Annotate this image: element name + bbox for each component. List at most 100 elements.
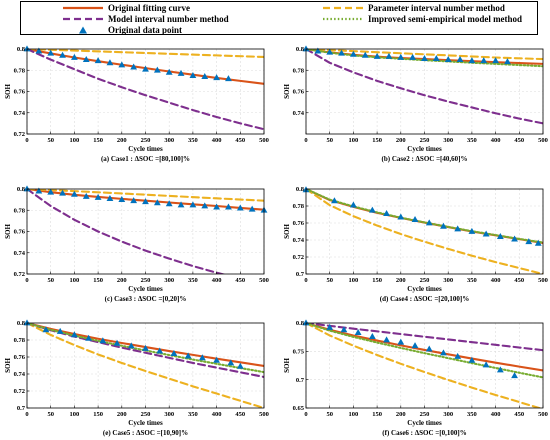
y-axis-label: SOH — [4, 224, 12, 239]
data-point-marker — [177, 201, 185, 208]
x-tick-label: 200 — [117, 137, 127, 144]
x-tick-label: 250 — [141, 277, 151, 284]
x-tick-label: 200 — [117, 411, 127, 418]
y-tick-label: 0.65 — [293, 405, 305, 412]
data-point-marker — [189, 201, 197, 208]
x-tick-label: 100 — [349, 411, 359, 418]
x-tick-label: 100 — [349, 137, 359, 144]
x-tick-label: 50 — [47, 137, 54, 144]
data-point-marker — [153, 66, 161, 73]
y-tick-label: 0.74 — [14, 250, 26, 257]
x-tick-label: 50 — [47, 277, 54, 284]
panel-caption: (d) Case4 : ΔSOC =[20,100]% — [380, 295, 469, 303]
data-point-marker — [184, 352, 192, 359]
data-point-marker — [99, 337, 107, 344]
y-tick-label: 0.72 — [14, 131, 25, 138]
x-tick-label: 350 — [467, 277, 477, 284]
x-tick-label: 300 — [164, 137, 174, 144]
x-tick-label: 250 — [141, 137, 151, 144]
x-tick-label: 400 — [212, 277, 222, 284]
chart-panel-5: 0 50 100 150 200 250 300 350 400 450 500 0.7 0.72 0.7… — [4, 319, 269, 437]
data-point-marker — [35, 187, 43, 194]
data-point-marker — [153, 199, 161, 206]
x-tick-label: 200 — [396, 277, 406, 284]
data-point-marker — [118, 61, 126, 68]
data-point-marker — [236, 362, 244, 369]
y-tick-label: 0.8 — [296, 46, 305, 53]
x-axis-label: Cycle times — [128, 145, 163, 153]
chart-panel-6: 0 50 100 150 200 250 300 350 400 450 500 0.65 0.7 0.7… — [283, 319, 548, 437]
x-tick-label: 500 — [538, 411, 548, 418]
data-point-marker — [82, 192, 90, 199]
data-point-marker — [198, 354, 206, 361]
y-tick-label: 0.78 — [14, 67, 26, 74]
y-tick-label: 0.8 — [296, 320, 305, 327]
x-tick-label: 200 — [396, 137, 406, 144]
x-axis-label: Cycle times — [407, 285, 442, 293]
data-point-marker — [409, 53, 417, 60]
x-tick-label: 250 — [420, 411, 430, 418]
y-tick-label: 0.74 — [14, 371, 26, 378]
data-point-marker — [385, 52, 393, 59]
y-axis-label: SOH — [4, 358, 12, 373]
series-line-model-interval-number-method — [27, 189, 226, 274]
data-point-marker — [368, 206, 376, 213]
series-line-original-fitting-curve — [306, 323, 543, 372]
y-tick-label: 0.8 — [296, 186, 305, 193]
y-tick-label: 0.72 — [293, 254, 304, 261]
data-point-marker — [411, 342, 419, 349]
data-point-marker — [456, 56, 464, 63]
data-point-marker — [468, 356, 476, 363]
data-point-marker — [59, 51, 66, 58]
x-tick-label: 350 — [188, 411, 198, 418]
x-tick-label: 450 — [235, 411, 245, 418]
data-point-marker — [113, 339, 121, 346]
series-line-parameter-interval-number-method — [306, 323, 543, 408]
x-tick-label: 350 — [188, 137, 198, 144]
x-tick-label: 100 — [349, 277, 359, 284]
data-point-marker — [397, 53, 405, 60]
legend-label: Parameter interval number method — [368, 2, 505, 13]
x-tick-label: 500 — [538, 137, 548, 144]
data-point-marker — [383, 336, 390, 343]
x-tick-label: 150 — [372, 137, 382, 144]
y-tick-label: 0.7 — [17, 405, 26, 412]
x-tick-label: 0 — [25, 411, 28, 418]
x-tick-label: 200 — [396, 411, 406, 418]
data-point-marker — [225, 203, 232, 210]
data-point-marker — [47, 49, 55, 56]
data-point-marker — [314, 47, 322, 54]
x-tick-label: 400 — [491, 277, 501, 284]
legend-item-model-interval-number-method: Model interval number method — [61, 13, 229, 24]
legend-label: Improved semi-empirical model method — [368, 13, 523, 24]
x-tick-label: 400 — [491, 137, 501, 144]
data-point-marker — [361, 51, 369, 58]
x-tick-label: 300 — [164, 277, 174, 284]
data-point-marker — [47, 188, 55, 195]
data-point-marker — [189, 71, 197, 78]
x-tick-label: 400 — [212, 411, 222, 418]
data-point-marker — [156, 347, 164, 354]
data-point-marker — [127, 342, 135, 349]
data-point-marker — [440, 222, 447, 229]
y-tick-label: 0.75 — [293, 349, 305, 356]
data-point-marker — [213, 74, 220, 81]
series-line-improved-semi-empirical-model-method — [306, 323, 543, 379]
y-tick-label: 0.74 — [14, 110, 26, 117]
data-point-marker — [130, 197, 138, 204]
data-point-marker — [130, 63, 138, 70]
series-line-improved-semi-empirical-model-method — [306, 189, 543, 244]
y-axis-label: SOH — [283, 224, 291, 239]
y-tick-label: 0.7 — [296, 377, 305, 384]
y-axis-label: SOH — [4, 84, 12, 99]
data-point-marker — [454, 225, 462, 232]
data-point-marker — [496, 366, 504, 373]
x-tick-label: 300 — [443, 411, 453, 418]
data-point-marker — [326, 48, 334, 55]
x-tick-label: 500 — [259, 411, 269, 418]
data-point-marker — [248, 205, 256, 212]
y-tick-label: 0.8 — [17, 320, 26, 327]
data-point-marker — [302, 319, 310, 326]
data-point-marker — [468, 57, 476, 64]
